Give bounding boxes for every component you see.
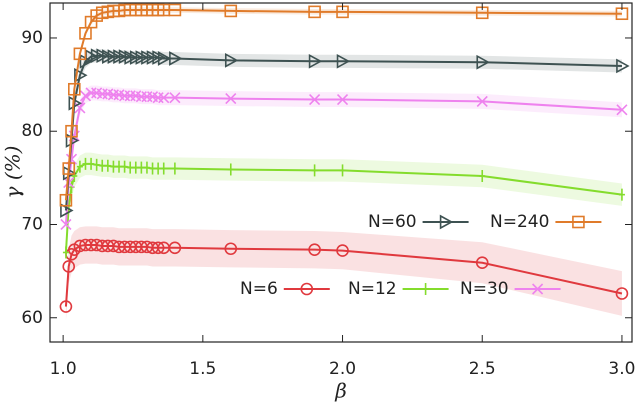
x-tick-label: 2.5 [469,359,496,379]
marker [308,53,323,69]
legend-label: N=30 [460,279,509,299]
marker [132,161,139,174]
marker [157,51,172,66]
marker [168,3,182,17]
marker [572,215,585,229]
marker [59,300,73,313]
marker [149,162,156,175]
error-band [65,85,622,232]
marker [93,158,100,171]
marker [138,161,145,174]
marker [76,160,83,173]
marker [532,283,544,295]
marker [224,53,239,68]
marker [336,93,349,106]
marker [475,256,489,270]
marker [616,58,630,74]
marker [155,162,162,175]
marker [73,47,87,61]
error-band [65,226,622,321]
marker [99,159,106,172]
marker [151,241,165,255]
x-tick-label: 3.0 [608,359,635,379]
marker [116,160,123,173]
y-tick-label: 70 [21,214,43,234]
marker [62,246,69,259]
marker [60,203,74,218]
y-axis-label: γ (%) [1,146,25,199]
marker [308,5,321,19]
marker [82,157,89,170]
marker [88,157,95,170]
marker [224,242,238,256]
marker [309,93,321,106]
x-tick-label: 1.5 [189,359,216,379]
y-tick-label: 90 [21,28,43,48]
marker [336,244,349,257]
legend-label: N=240 [490,212,549,232]
marker [476,54,490,70]
marker [422,283,429,295]
marker [121,160,128,173]
marker [74,67,88,83]
marker [158,92,170,104]
legend-label: N=60 [368,212,417,232]
marker [169,92,181,104]
legend-label: N=12 [348,279,397,299]
marker [169,51,183,66]
plot-frame [49,2,633,343]
marker [62,162,76,175]
marker [225,93,237,105]
marker [171,162,178,175]
legend-label: N=6 [240,279,278,299]
marker [79,90,92,102]
marker [68,95,82,111]
marker [311,164,318,177]
y-tick-label: 60 [21,308,43,328]
marker [104,159,111,172]
marker [439,214,454,230]
marker [127,161,134,174]
marker [62,260,76,273]
marker [65,124,78,138]
marker [476,95,488,107]
x-axis-label: β [334,379,347,403]
marker [615,287,629,300]
marker [336,53,351,69]
error-band [65,49,622,218]
marker [224,4,238,18]
x-tick-label: 1.0 [50,359,77,379]
marker [300,282,314,296]
x-tick-label: 2.0 [329,359,356,379]
series-line [64,8,622,201]
marker [479,169,486,182]
marker [160,162,167,175]
marker [68,82,81,96]
marker [618,188,625,201]
marker [168,241,182,255]
marker [110,160,117,173]
marker [59,193,73,207]
marker [143,161,150,174]
marker [616,104,628,116]
marker [60,218,72,231]
marker [308,243,321,256]
y-tick-label: 80 [21,121,43,141]
marker [339,164,346,177]
marker [227,163,234,176]
